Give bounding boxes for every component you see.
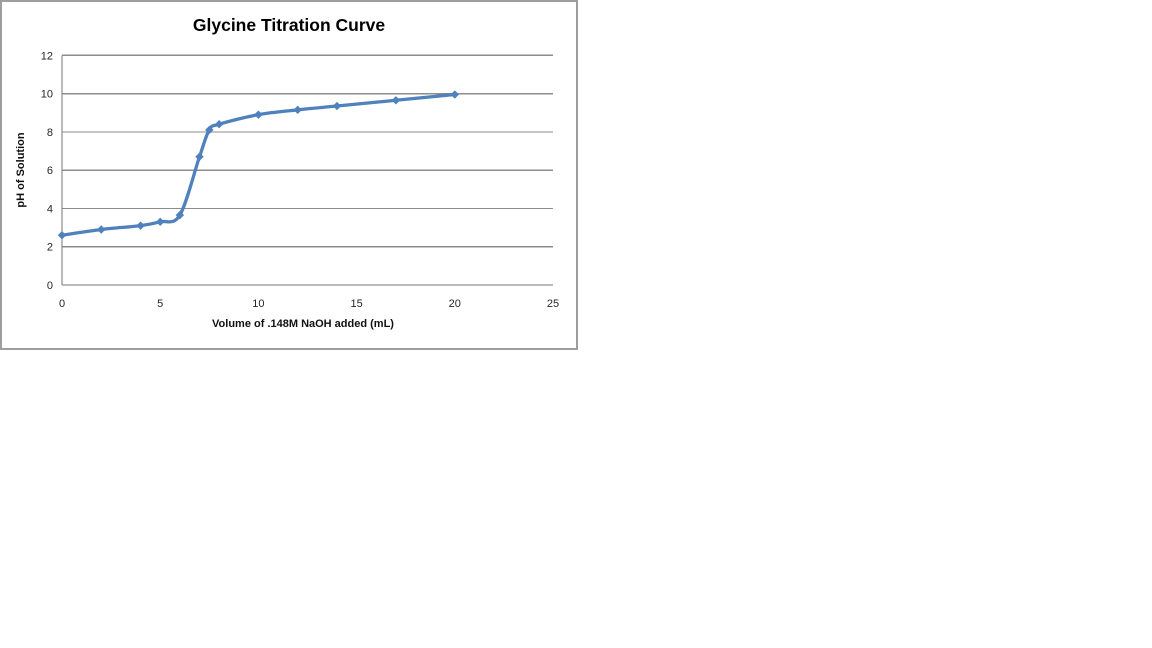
- data-point-marker: [97, 225, 106, 234]
- gridlines: [62, 54, 553, 248]
- axis-lines: [61, 55, 553, 286]
- data-point-marker: [293, 105, 302, 115]
- y-tick-label: 12: [41, 50, 53, 62]
- data-point-marker: [214, 120, 224, 129]
- x-tick-label: 20: [449, 298, 461, 310]
- y-tick-label: 0: [47, 280, 53, 292]
- data-point-marker: [205, 125, 214, 135]
- y-tick-label: 6: [47, 165, 53, 177]
- data-point-marker: [156, 217, 165, 227]
- x-tick-label: 0: [59, 298, 65, 310]
- y-tick-label: 4: [47, 203, 53, 215]
- x-tick-label: 10: [252, 298, 264, 310]
- data-point-marker: [450, 90, 459, 99]
- data-point-marker: [332, 101, 342, 111]
- chart-title: Glycine Titration Curve: [193, 15, 385, 35]
- data-point-marker: [254, 110, 263, 119]
- data-point-marker: [136, 221, 145, 230]
- data-point-marker: [391, 96, 401, 105]
- y-tick-label: 8: [47, 127, 53, 139]
- tick-labels: 0 5 10 15 20 25 0 2 4 6 8 10 12: [41, 50, 559, 310]
- y-axis-title: pH of Solution: [15, 132, 27, 207]
- x-tick-label: 15: [350, 298, 362, 310]
- y-tick-label: 10: [41, 89, 53, 101]
- x-axis-title: Volume of .148M NaOH added (mL): [212, 318, 394, 330]
- titration-chart[interactable]: 0 5 10 15 20 25 0 2 4 6 8 10 12 Glycine Titration Cu…: [0, 0, 578, 350]
- data-point-marker: [57, 231, 67, 240]
- titration-series: [57, 90, 459, 240]
- data-point-marker: [175, 210, 185, 220]
- chart-border: [0, 0, 578, 350]
- y-tick-label: 2: [47, 242, 53, 254]
- x-tick-label: 5: [157, 298, 163, 310]
- x-tick-label: 25: [547, 298, 559, 310]
- data-point-marker: [195, 152, 204, 161]
